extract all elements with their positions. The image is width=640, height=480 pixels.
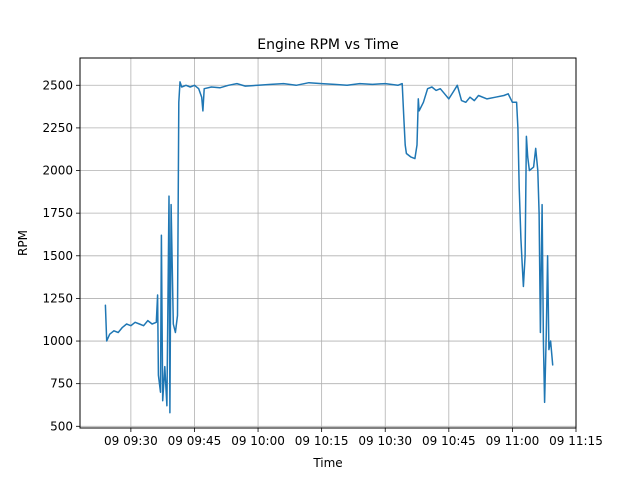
y-tick-label: 1000 — [42, 334, 73, 348]
series-layer — [104, 81, 554, 414]
x-tick-label: 09 11:15 — [549, 434, 603, 448]
y-tick-label: 2500 — [42, 78, 73, 92]
x-tick-label: 09 10:30 — [358, 434, 412, 448]
plot-frame — [79, 57, 577, 429]
x-axis-label: Time — [312, 456, 342, 470]
x-tick-label: 09 10:00 — [231, 434, 285, 448]
x-tick-label: 09 09:45 — [168, 434, 222, 448]
y-tick-label: 750 — [50, 377, 73, 391]
y-tick-label: 1500 — [42, 249, 73, 263]
x-tick-label: 09 10:45 — [422, 434, 476, 448]
y-axis-label: RPM — [16, 230, 30, 256]
y-tick-label: 2250 — [42, 121, 73, 135]
plot-area — [80, 58, 576, 428]
x-axis-ticks: 09 09:30 09 09:45 09 10:00 09 10:15 09 10:30… — [104, 428, 603, 448]
y-tick-label: 2000 — [42, 164, 73, 178]
y-tick-label: 1750 — [42, 206, 73, 220]
y-tick-label: 500 — [50, 419, 73, 433]
x-tick-label: 09 10:15 — [295, 434, 349, 448]
chart-title: Engine RPM vs Time — [257, 37, 398, 53]
series-line-rpm — [104, 81, 554, 414]
y-axis-ticks: 500 750 1000 1250 1500 1750 2000 2250 2500 — [42, 78, 80, 433]
x-tick-label: 09 11:00 — [486, 434, 540, 448]
y-tick-label: 1250 — [42, 291, 73, 305]
x-tick-label: 09 09:30 — [104, 434, 158, 448]
